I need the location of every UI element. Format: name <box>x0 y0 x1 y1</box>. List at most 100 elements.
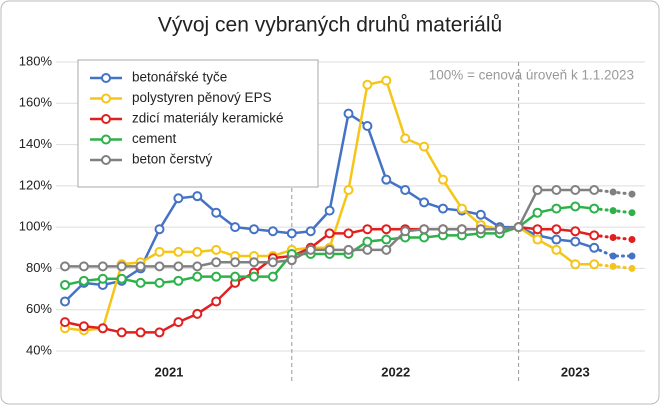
x-group-label: 2023 <box>561 364 590 379</box>
point <box>400 184 411 195</box>
point <box>438 224 448 235</box>
point <box>628 236 636 244</box>
point <box>173 193 184 204</box>
point <box>60 296 70 307</box>
legend-label: polystyren pěnový EPS <box>132 90 272 105</box>
point <box>381 224 392 235</box>
point <box>419 197 430 208</box>
point <box>305 226 316 237</box>
point <box>589 242 600 253</box>
point <box>154 261 165 272</box>
point <box>362 224 373 235</box>
point <box>570 184 581 195</box>
point <box>628 264 636 272</box>
point <box>211 244 222 255</box>
point <box>154 277 165 288</box>
point <box>609 188 617 196</box>
point <box>551 244 562 255</box>
point <box>628 190 636 198</box>
point <box>135 261 146 272</box>
point <box>343 244 354 255</box>
legend-marker <box>101 114 111 124</box>
y-tick-label: 140% <box>19 136 53 151</box>
point <box>60 261 70 272</box>
point <box>570 236 581 247</box>
point <box>532 234 543 245</box>
point <box>116 327 127 338</box>
point <box>305 244 316 255</box>
point <box>173 317 184 328</box>
y-tick-label: 160% <box>19 95 53 110</box>
point <box>419 224 430 235</box>
legend-marker <box>101 93 111 104</box>
point <box>438 174 448 185</box>
point <box>173 275 184 286</box>
point <box>192 191 203 202</box>
point <box>211 257 222 268</box>
point <box>154 246 165 257</box>
point <box>230 271 241 282</box>
point <box>249 257 259 268</box>
point <box>589 203 600 214</box>
point <box>551 224 562 235</box>
point <box>116 273 127 284</box>
point <box>173 246 184 257</box>
point <box>628 252 636 260</box>
point <box>343 228 354 239</box>
point <box>60 317 70 328</box>
point <box>589 184 600 195</box>
point <box>475 209 486 220</box>
point <box>267 226 278 237</box>
point <box>589 259 600 270</box>
point <box>513 222 524 233</box>
point <box>362 244 373 255</box>
point <box>570 226 581 237</box>
point <box>135 327 146 338</box>
point <box>532 207 543 218</box>
point <box>60 279 70 290</box>
point <box>551 203 562 214</box>
point <box>551 184 562 195</box>
point <box>230 257 241 268</box>
point <box>381 75 392 86</box>
point <box>192 246 203 257</box>
point <box>97 323 108 334</box>
point <box>532 184 543 195</box>
point <box>173 261 184 272</box>
point <box>419 232 430 243</box>
point <box>154 224 165 235</box>
point <box>589 230 600 241</box>
series-line-projection <box>592 246 634 258</box>
point <box>494 224 505 235</box>
point <box>362 120 373 131</box>
point <box>570 259 581 270</box>
legend-label: cement <box>132 131 177 146</box>
point <box>249 271 259 282</box>
point <box>286 228 297 239</box>
point <box>381 174 392 185</box>
point <box>362 79 373 90</box>
point <box>78 261 89 272</box>
point <box>192 271 203 282</box>
point <box>286 255 297 266</box>
point <box>78 321 89 332</box>
annotation: 100% = cenová úroveň k 1.1.2023 <box>429 68 634 83</box>
point <box>230 222 241 233</box>
point <box>324 228 335 239</box>
y-tick-label: 40% <box>26 342 52 357</box>
point <box>381 244 392 255</box>
point <box>628 209 636 217</box>
point <box>97 261 108 272</box>
point <box>362 236 373 247</box>
point <box>609 207 617 215</box>
y-tick-label: 120% <box>19 177 53 192</box>
point <box>381 234 392 245</box>
point <box>570 201 581 212</box>
point <box>249 224 259 235</box>
point <box>267 271 278 282</box>
point <box>211 271 222 282</box>
point <box>456 203 467 214</box>
x-group-label: 2022 <box>381 364 410 379</box>
point <box>419 141 430 152</box>
